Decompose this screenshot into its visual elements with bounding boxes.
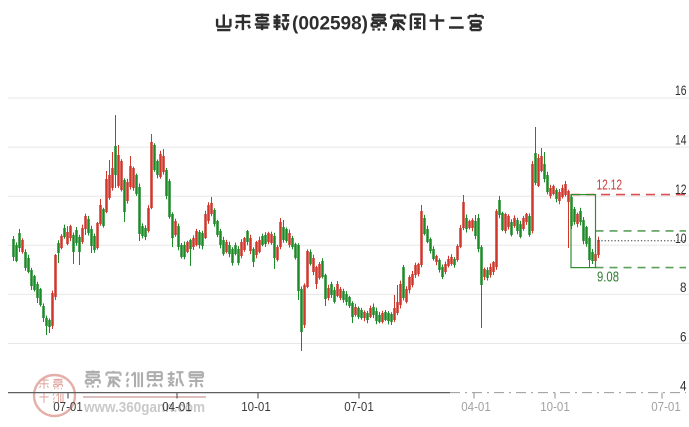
svg-text:8: 8 [680,279,687,295]
svg-text:16: 16 [675,82,687,98]
svg-text:12: 12 [675,181,687,197]
svg-text:04-01: 04-01 [461,400,491,414]
svg-text:10-01: 10-01 [540,400,570,414]
svg-text:www.360gann.com: www.360gann.com [83,399,205,416]
svg-text:4: 4 [680,378,687,394]
svg-text:14: 14 [675,132,687,148]
svg-text:07-01: 07-01 [651,400,681,414]
svg-text:12.12: 12.12 [597,178,623,194]
svg-text:(002598): (002598) [292,14,368,35]
svg-text:10-01: 10-01 [241,400,271,414]
svg-text:04-01: 04-01 [162,400,192,414]
svg-text:07-01: 07-01 [53,400,83,414]
svg-text:9.08: 9.08 [597,270,619,286]
svg-text:07-01: 07-01 [344,400,374,414]
svg-text:10: 10 [675,230,687,246]
svg-text:6: 6 [680,329,687,345]
